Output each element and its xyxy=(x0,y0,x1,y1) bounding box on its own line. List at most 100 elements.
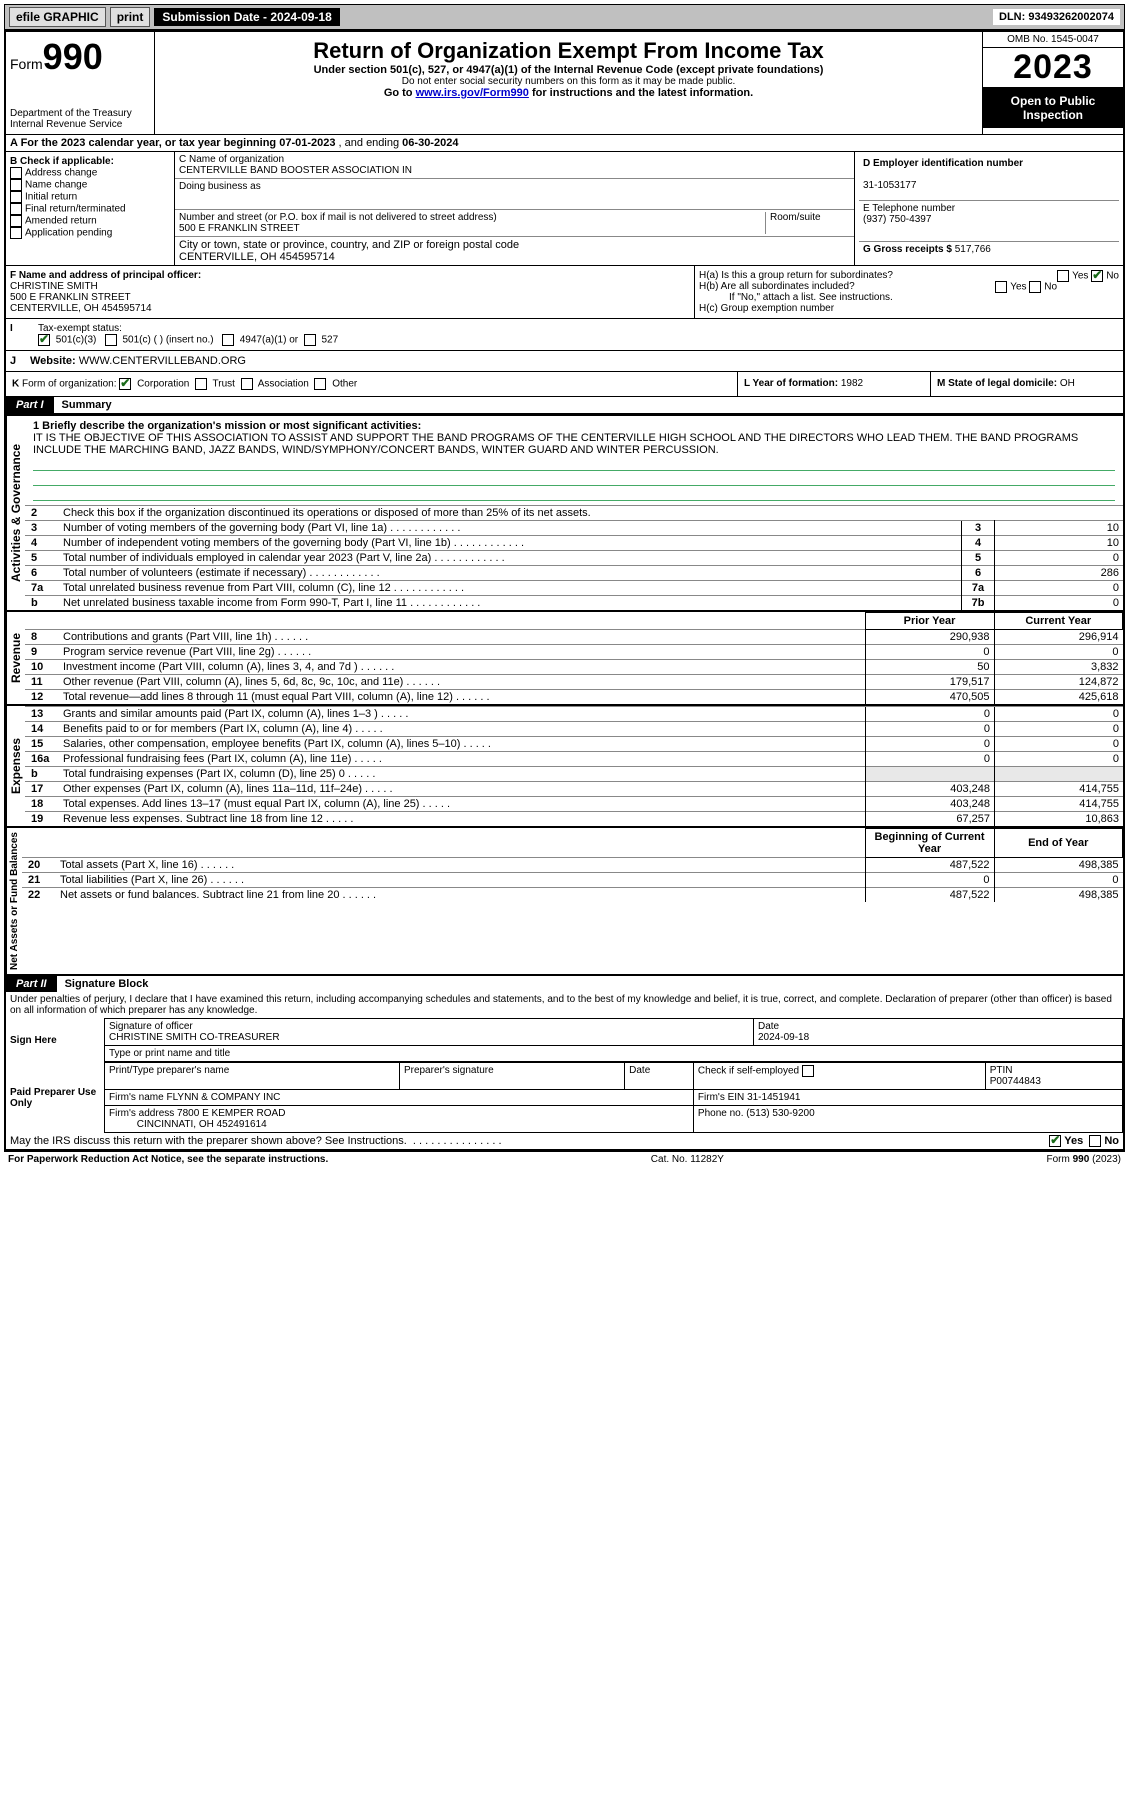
cat-no: Cat. No. 11282Y xyxy=(651,1154,724,1165)
opt-other: Other xyxy=(332,379,357,390)
phone-label: E Telephone number xyxy=(863,203,955,214)
form-number: 990 xyxy=(43,36,103,77)
addr-label: Number and street (or P.O. box if mail i… xyxy=(179,212,497,223)
print-button[interactable]: print xyxy=(110,7,151,27)
opt-corp: Corporation xyxy=(137,379,189,390)
name-change-checkbox[interactable] xyxy=(10,179,22,191)
section-f: F Name and address of principal officer:… xyxy=(6,266,695,318)
goto-post: for instructions and the latest informat… xyxy=(529,87,753,99)
submission-date: Submission Date - 2024-09-18 xyxy=(154,8,339,26)
efile-button[interactable]: efile GRAPHIC xyxy=(9,7,106,27)
ha-yes-checkbox[interactable] xyxy=(1057,270,1069,282)
assoc-checkbox[interactable] xyxy=(241,378,253,390)
mission-question: 1 Briefly describe the organization's mi… xyxy=(33,420,421,432)
expenses-section: Expenses 13Grants and similar amounts pa… xyxy=(6,704,1123,826)
vert-revenue: Revenue xyxy=(6,612,25,704)
form990-link[interactable]: www.irs.gov/Form990 xyxy=(416,87,529,99)
i-label: I xyxy=(6,319,34,350)
topbar: efile GRAPHIC print Submission Date - 20… xyxy=(4,4,1125,30)
ha-no: No xyxy=(1106,271,1119,282)
preparer-sig-hdr: Preparer's signature xyxy=(399,1063,624,1090)
dln: DLN: 93493262002074 xyxy=(993,9,1120,25)
addr-change-checkbox[interactable] xyxy=(10,167,22,179)
part1-header: Part I Summary xyxy=(6,397,1123,414)
part1-title: Summary xyxy=(54,399,112,411)
hb-yes-checkbox[interactable] xyxy=(995,281,1007,293)
vert-netassets: Net Assets or Fund Balances xyxy=(6,828,22,974)
room-label: Room/suite xyxy=(765,212,850,234)
paid-preparer-label: Paid Preparer Use Only xyxy=(6,1063,105,1133)
m-label: M State of legal domicile: xyxy=(937,378,1060,389)
final-return-checkbox[interactable] xyxy=(10,203,22,215)
netassets-table: Beginning of Current YearEnd of Year20To… xyxy=(22,828,1123,902)
officer-addr1: 500 E FRANKLIN STREET xyxy=(10,292,131,303)
firm-name: FLYNN & COMPANY INC xyxy=(166,1092,280,1103)
type-print-label: Type or print name and title xyxy=(105,1046,1123,1062)
opt-501c3: 501(c)(3) xyxy=(56,335,97,346)
ein-label: D Employer identification number xyxy=(863,158,1023,169)
opt-assoc: Association xyxy=(258,379,309,390)
self-emp-label: Check if self-employed xyxy=(698,1066,799,1077)
omb-number: OMB No. 1545-0047 xyxy=(983,32,1123,48)
app-pending-checkbox[interactable] xyxy=(10,227,22,239)
discuss-yes-checkbox[interactable] xyxy=(1049,1135,1061,1147)
amended-checkbox[interactable] xyxy=(10,215,22,227)
corp-checkbox[interactable] xyxy=(119,378,131,390)
dba-label: Doing business as xyxy=(179,181,261,192)
hb-no: No xyxy=(1044,282,1057,293)
l-label: L Year of formation: xyxy=(744,378,841,389)
a-begin: 07-01-2023 xyxy=(279,137,335,149)
opt-pending: Application pending xyxy=(25,228,112,239)
501c-checkbox[interactable] xyxy=(105,334,117,346)
firm-addr2: CINCINNATI, OH 452491614 xyxy=(137,1119,267,1130)
paperwork-notice: For Paperwork Reduction Act Notice, see … xyxy=(8,1154,328,1165)
section-b: B Check if applicable: Address change Na… xyxy=(6,152,175,265)
opt-initial: Initial return xyxy=(25,192,77,203)
firm-ein: 31-1451941 xyxy=(747,1092,800,1103)
year-formation: 1982 xyxy=(841,378,863,389)
trust-checkbox[interactable] xyxy=(195,378,207,390)
hb-no-checkbox[interactable] xyxy=(1029,281,1041,293)
preparer-date-hdr: Date xyxy=(625,1063,694,1090)
form-990-page: Form990 Department of the Treasury Inter… xyxy=(4,30,1125,1152)
governance-table: 2Check this box if the organization disc… xyxy=(25,505,1123,610)
part2-title: Signature Block xyxy=(57,978,149,990)
opt-trust: Trust xyxy=(213,379,235,390)
expenses-table: 13Grants and similar amounts paid (Part … xyxy=(25,706,1123,826)
page-footer: For Paperwork Reduction Act Notice, see … xyxy=(4,1152,1125,1167)
opt-addr-change: Address change xyxy=(25,168,97,179)
sig-date: 2024-09-18 xyxy=(758,1032,809,1043)
open-inspection: Open to Public Inspection xyxy=(983,88,1123,128)
initial-return-checkbox[interactable] xyxy=(10,191,22,203)
revenue-section: Revenue Prior YearCurrent Year8Contribut… xyxy=(6,610,1123,704)
sign-here-label: Sign Here xyxy=(6,1019,105,1062)
section-c: C Name of organizationCENTERVILLE BAND B… xyxy=(175,152,854,265)
sig-officer-label: Signature of officer xyxy=(109,1021,193,1032)
firm-addr1: 7800 E KEMPER ROAD xyxy=(177,1108,285,1119)
h-c: H(c) Group exemption number xyxy=(699,303,1119,314)
form-title: Return of Organization Exempt From Incom… xyxy=(161,38,976,64)
a-mid: , and ending xyxy=(339,137,403,149)
self-emp-checkbox[interactable] xyxy=(802,1065,814,1077)
opt-final: Final return/terminated xyxy=(25,204,126,215)
governance-section: Activities & Governance 1 Briefly descri… xyxy=(6,414,1123,610)
501c3-checkbox[interactable] xyxy=(38,334,50,346)
firm-phone-label: Phone no. xyxy=(698,1108,746,1119)
ha-no-checkbox[interactable] xyxy=(1091,270,1103,282)
discuss-no-checkbox[interactable] xyxy=(1089,1135,1101,1147)
city-state-zip: CENTERVILLE, OH 454595714 xyxy=(179,251,335,263)
gross-value: 517,766 xyxy=(955,244,991,255)
phone-value: (937) 750-4397 xyxy=(863,214,931,225)
sign-here-table: Sign Here Signature of officerCHRISTINE … xyxy=(6,1018,1123,1062)
4947-checkbox[interactable] xyxy=(222,334,234,346)
form-org-label: Form of organization: xyxy=(22,379,117,390)
other-checkbox[interactable] xyxy=(314,378,326,390)
ptin-value: P00744843 xyxy=(990,1076,1041,1087)
527-checkbox[interactable] xyxy=(304,334,316,346)
ein-value: 31-1053177 xyxy=(863,180,916,191)
opt-527: 527 xyxy=(321,335,338,346)
hb-yes: Yes xyxy=(1010,282,1026,293)
opt-name-change: Name change xyxy=(25,180,87,191)
discuss-yes: Yes xyxy=(1064,1135,1083,1147)
officer-addr2: CENTERVILLE, OH 454595714 xyxy=(10,303,152,314)
